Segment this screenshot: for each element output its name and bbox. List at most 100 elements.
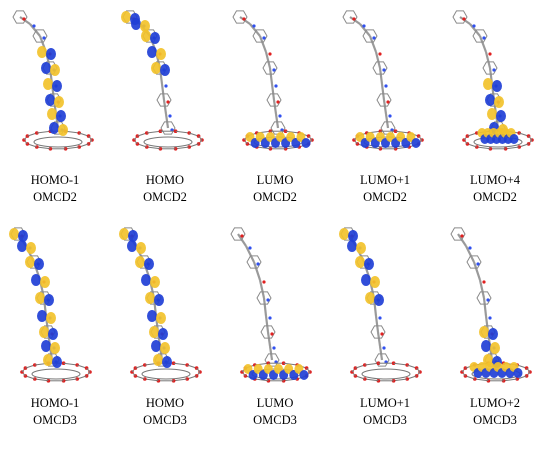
orbital-label: HOMO [145,173,185,187]
system-label: OMCD2 [33,190,77,204]
orbital-lobe [153,354,163,366]
cluster-ring [33,136,83,148]
atom [486,379,491,383]
atom [266,298,270,302]
system-label: OMCD2 [253,190,297,204]
orbital-lobes [119,228,172,368]
orbital-lobe [41,62,51,74]
bond-line [146,130,161,134]
bond-line [382,99,388,115]
orbital-caption: HOMO OMCD2 [110,172,220,206]
system-label: OMCD2 [473,190,517,204]
bond-line [378,345,384,361]
orbital-lobe [50,64,60,76]
aromatic-ring [472,29,488,43]
molecule-render [342,10,424,151]
aromatic-ring [482,61,498,75]
molecule-render [121,10,204,151]
cluster-ring [361,368,411,380]
orbital-lobe [365,292,375,304]
orbital-lobe [136,242,146,254]
orbital-lobe [43,354,53,366]
bond-line [393,362,408,366]
orbital-lobe [46,312,56,324]
atom [276,100,280,104]
cluster-ring [143,136,193,148]
aromatic-ring [260,325,276,339]
aromatic-ring [466,255,482,269]
orbital-caption: HOMO-1 OMCD2 [0,172,110,206]
orbital-lobe [347,240,357,252]
orbital-lobe [52,80,62,92]
orbital-lobe [151,62,161,74]
bond-line [384,113,390,129]
bond-line [376,331,382,347]
orbital-panel [330,222,440,387]
atom [256,262,260,266]
orbital-lobe [31,274,41,286]
atom [386,100,390,104]
orbital-lobes [243,364,309,380]
orbital-lobe [40,276,50,288]
bond-line [395,130,410,134]
bond-line [65,130,80,134]
molecule-skeleton [230,227,280,367]
bond-line [476,146,491,150]
orbital-lobe [141,274,151,286]
atom [171,379,176,383]
orbital-label: LUMO [256,396,294,410]
orbital-lobe [356,242,366,254]
orbital-lobe [141,30,151,42]
bond-line [283,362,298,366]
orbital-lobe [160,342,170,354]
atom [283,129,288,133]
orbital-lobe [151,340,161,352]
orbital-lobe [56,110,66,122]
atom [382,68,386,72]
atom [272,68,276,72]
atom [391,361,396,365]
orbital-lobe [156,48,166,60]
orbital-panel [110,2,220,167]
orbital-label: LUMO+1 [359,396,411,410]
orbital-lobe [52,356,62,368]
bond-line [162,99,168,115]
atom [240,234,244,238]
atom [281,361,286,365]
orbital-lobe [128,230,138,242]
orbital-lobes [37,46,68,136]
atom [272,346,276,350]
atom [270,332,274,336]
orbital-lobe [37,310,47,322]
bond-line [505,146,520,150]
orbital-caption: LUMO OMCD3 [220,395,330,429]
orbital-lobe [127,240,137,252]
orbital-lobe [26,242,36,254]
atom [482,280,486,284]
bond-line [368,35,378,53]
orbital-label: LUMO [256,173,294,187]
bond-line [258,35,268,53]
aromatic-ring [256,291,272,305]
molecule-render [119,227,202,383]
orbital-lobe [160,64,170,76]
atom [42,36,46,40]
orbital-lobe [35,292,45,304]
orbital-panel [440,222,550,387]
bond-line [146,146,161,150]
cyclodextrin-cluster [350,361,422,383]
atom [488,52,492,56]
orbital-lobe [131,18,141,30]
orbital-lobe [47,108,57,120]
orbital-lobe [162,356,172,368]
orbital-lobe [348,230,358,242]
atom [388,114,392,118]
orbital-label: HOMO [145,396,185,410]
atom [380,332,384,336]
orbital-lobe [483,78,493,90]
orbital-lobe [144,258,154,270]
orbital-lobe [48,328,58,340]
orbital-lobe [492,80,502,92]
atom [268,316,272,320]
atom [460,234,464,238]
